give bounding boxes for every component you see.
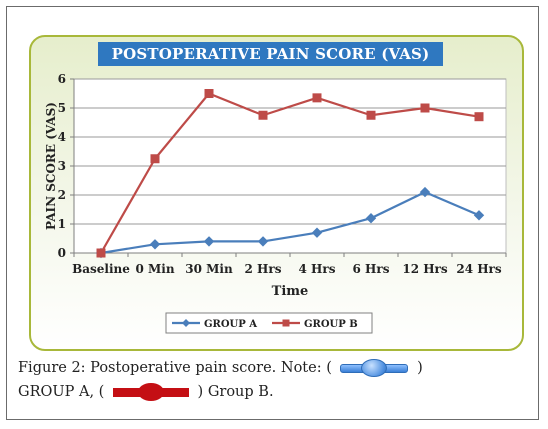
legend-box [165,312,373,334]
group-b-swatch-icon [112,383,189,401]
legend-marker-group-a [182,319,190,327]
caption-line-1-prefix: Figure 2: Postoperative pain score. Note… [18,360,332,376]
data-point-group-a [473,210,485,221]
caption-line-1-suffix: ) [417,360,423,376]
legend-label-group-a: GROUP A [204,319,257,330]
y-tick-label: 3 [58,159,66,173]
x-tick-label: Baseline [72,262,130,276]
series-line-group-b [100,92,480,254]
data-point-group-a [149,239,161,250]
y-tick-label: 2 [58,188,66,202]
data-point-group-a [257,236,269,247]
x-tick-label: 24 Hrs [456,262,502,276]
y-tick-label: 5 [58,101,66,115]
data-point-group-b [312,93,322,103]
data-point-group-b [96,248,106,258]
data-point-group-b [150,154,160,164]
legend-marker-group-b [282,319,290,327]
group-a-swatch-icon [340,359,409,377]
data-point-group-a [311,227,323,238]
series-line-group-a [100,191,480,255]
data-point-group-b [366,110,376,120]
x-tick-label: 6 Hrs [353,262,390,276]
x-tick-label: 12 Hrs [402,262,448,276]
caption-line-2-prefix: GROUP A, ( [18,384,105,400]
data-point-group-b [420,103,430,113]
y-axis-title: PAIN SCORE (VAS) [44,102,58,230]
chart-title: POSTOPERATIVE PAIN SCORE (VAS) [98,42,443,66]
caption-line-2-suffix: ) Group B. [197,384,274,400]
data-point-group-a [203,236,215,247]
caption-line-2: GROUP A, ( ) Group B. [18,380,518,404]
x-tick-label: 4 Hrs [299,262,336,276]
data-point-group-b [474,112,484,122]
legend-label-group-b: GROUP B [304,319,358,330]
y-tick-label: 1 [58,217,66,231]
data-point-group-b [258,110,268,120]
y-tick-label: 4 [58,130,66,144]
caption-line-1: Figure 2: Postoperative pain score. Note… [18,356,518,380]
x-tick-label: 30 Min [185,262,233,276]
data-point-group-a [365,212,377,224]
data-point-group-b [204,89,214,98]
x-tick-label: 2 Hrs [245,262,282,276]
figure-caption: Figure 2: Postoperative pain score. Note… [18,356,518,404]
data-point-group-a [419,186,431,198]
y-tick-label: 0 [58,246,66,260]
y-tick-label: 6 [58,72,66,86]
x-axis-title: Time [272,284,309,299]
x-tick-label: 0 Min [135,262,174,276]
